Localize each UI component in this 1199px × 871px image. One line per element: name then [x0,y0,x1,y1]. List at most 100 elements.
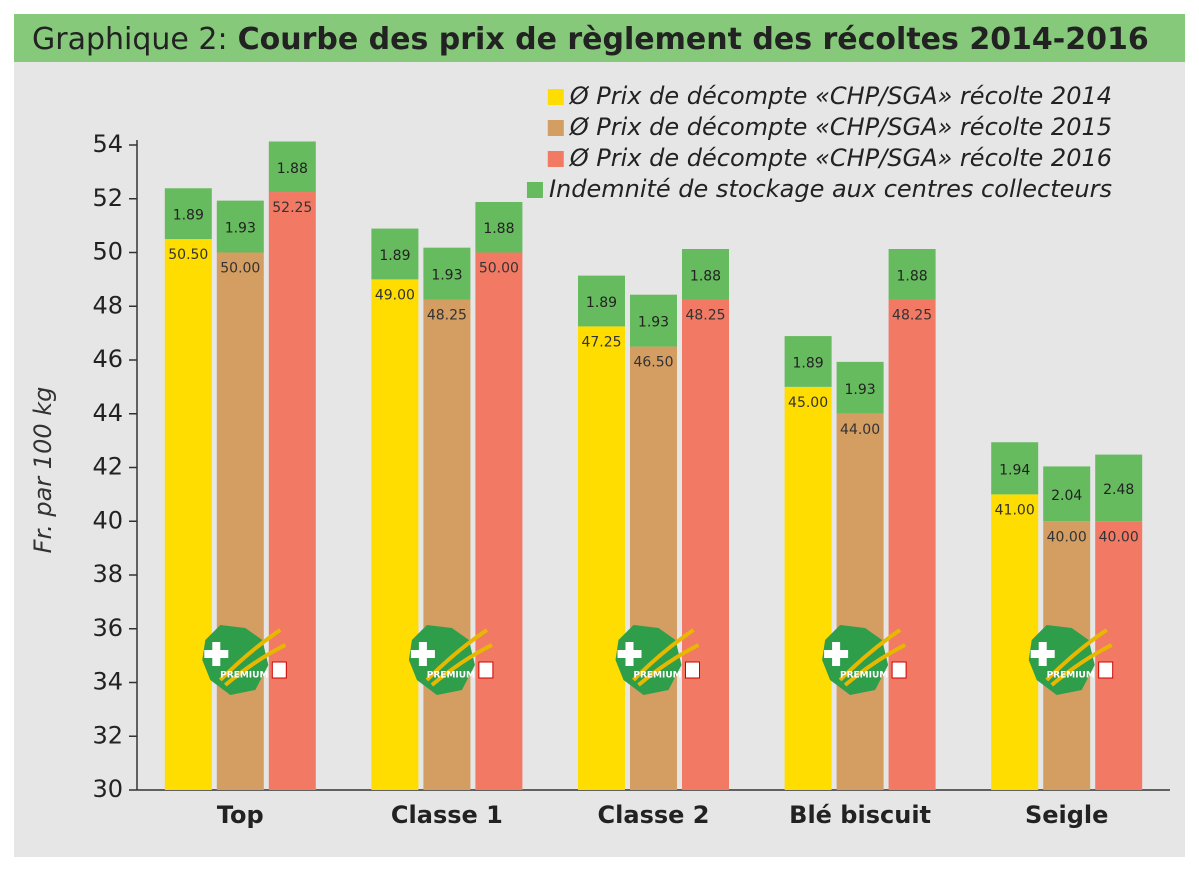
value-label: 1.93 [431,268,462,284]
value-label: 48.25 [685,308,725,324]
chart-title: Graphique 2: Courbe des prix de règlement… [32,22,1149,57]
legend-swatch [547,120,564,136]
bar [371,279,419,790]
value-label: 1.88 [483,221,514,237]
logo-label: PREMIUM [633,671,681,681]
logo-wheat [632,628,695,682]
title-label: Graphique 2: [32,22,228,57]
logo-label: PREMIUM [1047,671,1095,681]
logo-label: PREMIUM [427,671,475,681]
logo-badge [891,661,907,679]
logo: PREMIUM [1028,625,1114,695]
bar [836,413,884,790]
logo-wheat [430,643,493,687]
bar [164,239,212,790]
value-label: 41.00 [995,502,1035,518]
bar-indemnity [682,249,729,300]
logo-wheat [843,643,906,687]
logo-wheat [637,643,700,687]
value-label: 1.89 [793,355,824,371]
value-label: 48.25 [427,308,467,324]
value-label: 44.00 [840,422,880,438]
logo: PREMIUM [408,625,494,695]
value-label: 48.25 [892,308,932,324]
bar [216,252,264,790]
bar [578,326,625,790]
legend-label: Ø Prix de décompte «CHP/SGA» récolte 201… [569,113,1112,141]
value-label: 46.50 [633,355,673,371]
value-label: 52.25 [272,200,312,216]
logo-cross-h [204,650,229,658]
value-label: 50.00 [479,261,519,277]
y-axis-label: Fr. par 100 kg [29,387,57,554]
y-tick-label: 52 [92,184,123,212]
value-label: 1.88 [897,268,928,284]
legend-label: Ø Prix de décompte «CHP/SGA» récolte 201… [569,82,1112,110]
logo-label: PREMIUM [840,671,888,681]
logo-cross-h [824,650,849,658]
x-tick-label: Blé biscuit [789,801,931,829]
bar-indemnity [164,188,212,240]
y-tick-label: 34 [92,668,123,696]
y-tick-label: 54 [92,130,123,158]
bar-indemnity [475,201,523,253]
bar-indemnity [888,249,936,300]
value-label: 1.93 [845,382,876,398]
y-tick-label: 48 [92,291,123,319]
value-label: 40.00 [1047,529,1087,545]
title-bar [14,14,1185,62]
logo-badge [1098,661,1114,679]
legend-swatch [547,89,564,105]
value-label: 49.00 [375,287,415,303]
bar-indemnity [216,200,264,253]
y-tick-label: 38 [92,560,123,588]
logo-cross-h [617,650,642,658]
x-tick-label: Top [217,801,264,829]
bar-indemnity [268,141,316,193]
bar-indemnity [1043,466,1091,522]
value-label: 45.00 [788,395,828,411]
logo-wheat [1050,643,1113,687]
bar [682,299,729,790]
value-label: 50.50 [168,247,208,263]
x-tick-label: Classe 2 [598,801,710,829]
y-tick-label: 46 [92,345,123,373]
x-tick-label: Classe 1 [391,801,503,829]
bar-indemnity [423,247,471,300]
bar-indemnity [630,294,677,347]
logo-wheat [1045,628,1108,682]
value-label: 1.88 [690,268,721,284]
bar-indemnity [991,442,1039,495]
logo-cross-h [410,650,435,658]
logo-wheat [425,628,489,682]
logo-wheat [224,643,287,687]
y-tick-label: 50 [92,238,123,266]
value-label: 40.00 [1099,529,1139,545]
bar-indemnity [371,228,419,280]
logo-badge [271,661,287,679]
bar [630,346,677,790]
value-label: 50.00 [220,261,260,277]
value-label: 2.04 [1051,488,1082,504]
logo-badge [685,661,700,679]
legend-label: Indemnité de stockage aux centres collec… [549,175,1112,203]
logo: PREMIUM [202,625,287,695]
value-label: 1.94 [999,462,1030,478]
bar [268,192,316,790]
logo-wheat [838,628,902,682]
bar-indemnity [578,275,625,327]
y-tick-label: 32 [92,721,123,749]
logo-wheat [218,628,282,682]
value-label: 1.89 [586,295,617,311]
value-label: 1.88 [277,161,308,177]
bar-indemnity [1095,454,1143,522]
y-tick-label: 44 [92,399,123,427]
legend-label: Ø Prix de décompte «CHP/SGA» récolte 201… [569,144,1112,172]
y-tick-label: 30 [92,775,123,803]
bar-indemnity [836,361,884,414]
y-tick-label: 42 [92,453,123,481]
bar [784,386,832,790]
legend-swatch [547,151,564,167]
bar-indemnity [784,336,832,387]
value-label: 1.89 [173,208,204,224]
